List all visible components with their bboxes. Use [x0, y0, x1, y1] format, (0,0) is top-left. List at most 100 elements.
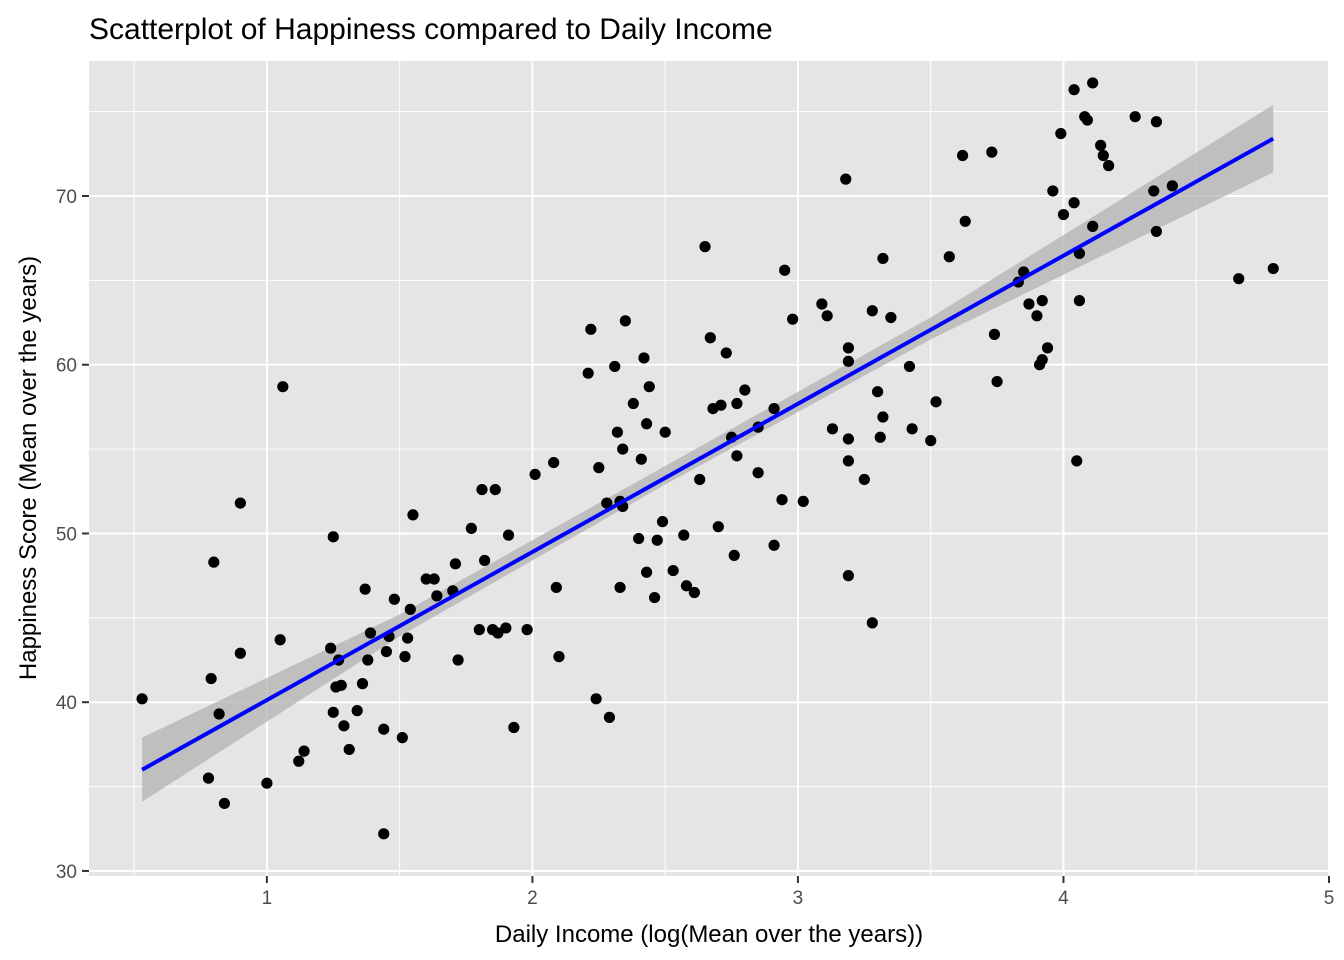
- data-point: [465, 522, 477, 535]
- y-axis: 30 40 50 60 70: [56, 187, 89, 883]
- data-point: [609, 360, 621, 373]
- data-point: [298, 745, 310, 757]
- data-point: [779, 264, 791, 276]
- data-point: [380, 645, 392, 658]
- data-point: [293, 755, 305, 767]
- data-point: [502, 529, 515, 541]
- data-point: [234, 647, 246, 659]
- data-point: [842, 355, 855, 367]
- data-point: [1150, 116, 1163, 128]
- data-point: [694, 473, 706, 486]
- data-point: [399, 651, 411, 663]
- data-point: [327, 706, 339, 718]
- data-point: [986, 146, 998, 158]
- data-point: [1087, 220, 1099, 232]
- data-point: [388, 593, 400, 605]
- data-point: [590, 693, 602, 705]
- data-point: [473, 624, 485, 636]
- x-tick-label: 4: [1058, 888, 1069, 909]
- data-point: [611, 426, 623, 438]
- data-point: [720, 347, 732, 359]
- data-point: [208, 556, 220, 568]
- data-point: [1068, 197, 1080, 209]
- data-point: [991, 376, 1003, 388]
- x-axis-title: Daily Income (log(Mean over the years)): [495, 921, 923, 948]
- data-point: [1097, 149, 1109, 162]
- data-point: [431, 590, 443, 602]
- chart-title: Scatterplot of Happiness compared to Dai…: [89, 13, 773, 46]
- data-point: [643, 381, 655, 393]
- data-point: [752, 467, 764, 479]
- data-point: [633, 532, 645, 545]
- data-point: [234, 497, 246, 509]
- data-point: [1103, 160, 1115, 172]
- data-point: [699, 241, 711, 253]
- data-point: [500, 622, 512, 634]
- plot-panel: [89, 61, 1329, 876]
- data-point: [712, 521, 724, 533]
- data-point: [1148, 185, 1160, 197]
- data-point: [402, 632, 414, 644]
- data-point: [776, 494, 788, 506]
- data-point: [1031, 310, 1043, 322]
- data-point: [593, 462, 605, 474]
- data-point: [420, 573, 432, 585]
- data-point: [582, 367, 594, 379]
- data-point: [874, 431, 886, 443]
- data-point: [449, 558, 462, 570]
- data-point: [872, 386, 884, 398]
- data-point: [476, 483, 488, 496]
- data-point: [903, 360, 916, 373]
- data-point: [508, 721, 520, 734]
- data-point: [277, 381, 289, 393]
- data-point: [731, 397, 743, 410]
- data-point: [327, 531, 339, 543]
- data-point: [635, 453, 647, 465]
- data-point: [492, 627, 504, 639]
- data-point: [680, 580, 693, 592]
- y-tick-label: 70: [56, 187, 77, 208]
- data-point: [641, 566, 653, 578]
- data-point: [816, 298, 828, 310]
- data-point: [656, 516, 669, 528]
- data-point: [521, 624, 533, 636]
- data-point: [1129, 111, 1141, 123]
- data-point: [364, 627, 377, 639]
- x-tick-label: 3: [793, 888, 804, 909]
- y-axis-title: Happiness Score (Mean over the years): [15, 256, 42, 680]
- data-point: [1081, 114, 1093, 126]
- data-point: [1047, 185, 1059, 197]
- data-point: [603, 711, 616, 723]
- data-point: [1036, 295, 1048, 307]
- data-point: [548, 456, 560, 469]
- data-point: [1150, 225, 1163, 238]
- data-point: [338, 720, 350, 732]
- data-point: [1166, 180, 1178, 192]
- data-point: [1095, 139, 1107, 151]
- data-point: [550, 581, 562, 594]
- data-point: [261, 777, 273, 789]
- data-point: [407, 509, 419, 521]
- data-point: [678, 529, 690, 541]
- data-point: [842, 342, 855, 354]
- data-point: [877, 411, 889, 423]
- data-point: [452, 654, 464, 666]
- data-point: [617, 443, 629, 455]
- data-point: [739, 384, 751, 396]
- data-point: [356, 678, 369, 690]
- data-point: [351, 705, 363, 717]
- data-point: [378, 828, 390, 840]
- y-tick-label: 60: [56, 356, 77, 377]
- x-axis: 1 2 3 4 5: [262, 876, 1334, 909]
- y-tick-label: 40: [56, 693, 77, 714]
- data-point: [218, 797, 231, 810]
- data-point: [877, 252, 889, 265]
- data-point: [821, 310, 833, 322]
- data-point: [943, 251, 955, 263]
- data-point: [906, 423, 918, 435]
- data-point: [858, 473, 870, 486]
- data-point: [553, 651, 565, 663]
- data-point: [627, 397, 639, 410]
- data-point: [688, 586, 700, 599]
